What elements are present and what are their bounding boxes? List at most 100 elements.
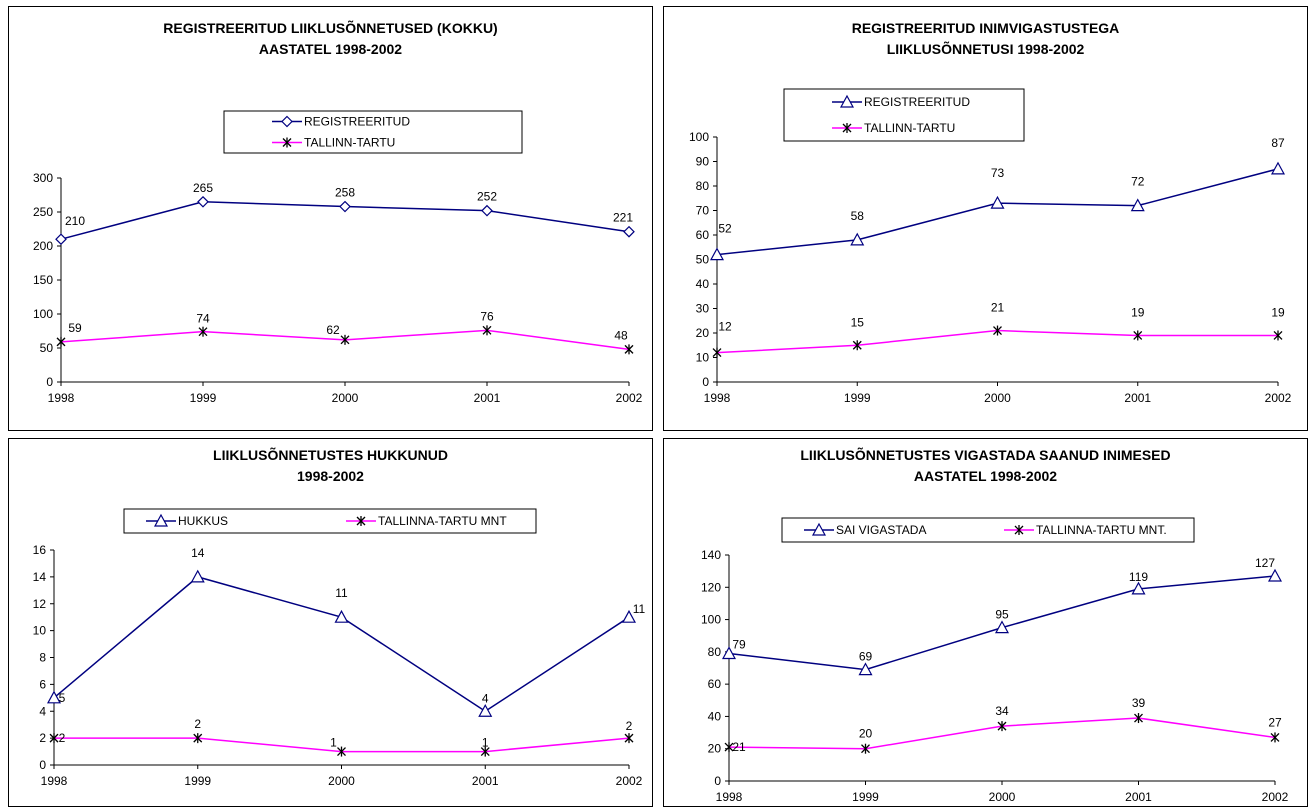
series-1: 210 265 258 252 221 bbox=[55, 181, 635, 246]
data-label: 19 bbox=[1271, 305, 1285, 319]
line-chart: LIIKLUSÕNNETUSTES HUKKUNUD1998-200202468… bbox=[33, 446, 646, 788]
data-label: 2 bbox=[626, 719, 633, 733]
y-tick-label: 40 bbox=[708, 709, 722, 723]
legend-item: TALLINNA-TARTU MNT. bbox=[1004, 523, 1167, 537]
data-point-marker bbox=[850, 232, 865, 246]
x-tick-label: 2002 bbox=[616, 391, 643, 405]
legend-item: REGISTREERITUD bbox=[272, 115, 410, 129]
data-point-marker bbox=[337, 746, 346, 757]
data-label: 76 bbox=[480, 309, 494, 323]
data-label: 27 bbox=[1268, 715, 1282, 729]
series-2: 21 20 34 39 27 bbox=[724, 696, 1282, 754]
legend-item: SAI VIGASTADA bbox=[804, 522, 926, 537]
legend-box bbox=[123, 508, 537, 534]
data-point-marker bbox=[997, 721, 1007, 732]
data-label: 11 bbox=[633, 602, 646, 616]
x-tick-label: 2002 bbox=[616, 774, 643, 788]
series-2: 59 74 62 76 48 bbox=[56, 309, 634, 355]
x-tick-label: 2001 bbox=[472, 774, 499, 788]
series-1: 79 69 95 119 127 bbox=[721, 556, 1283, 676]
data-label: 1 bbox=[330, 736, 337, 750]
legend-label: TALLINNA-TARTU MNT bbox=[378, 514, 507, 528]
legend: REGISTREERITUD TALLINN-TARTU bbox=[783, 88, 1025, 142]
data-point-marker bbox=[990, 195, 1005, 209]
chart-panel-registered-accidents: REGISTREERITUD LIIKLUSÕNNETUSED (KOKKU) A… bbox=[8, 6, 653, 431]
chart-title-line: LIIKLUSÕNNETUSI 1998-2002 bbox=[887, 40, 1085, 57]
chart-title-line: 1998-2002 bbox=[297, 468, 364, 484]
chart-panel-fatalities: LIIKLUSÕNNETUSTES HUKKUNUD 1998-2002 0 2 4 6 8… bbox=[8, 438, 653, 807]
y-tick-label: 120 bbox=[701, 580, 721, 594]
data-label: 221 bbox=[613, 211, 633, 225]
y-tick-label: 100 bbox=[701, 613, 721, 627]
data-point-marker bbox=[339, 200, 351, 213]
y-tick-label: 80 bbox=[708, 645, 722, 659]
y-tick-label: 16 bbox=[33, 543, 47, 557]
data-label: 21 bbox=[732, 740, 746, 754]
legend-marker bbox=[153, 513, 169, 527]
data-label: 119 bbox=[1129, 570, 1148, 584]
data-label: 79 bbox=[732, 637, 746, 651]
data-point-marker bbox=[861, 743, 870, 754]
y-tick-label: 250 bbox=[33, 205, 53, 219]
y-tick-label: 20 bbox=[708, 742, 722, 756]
data-label: 127 bbox=[1255, 556, 1275, 570]
data-label: 2 bbox=[194, 717, 201, 731]
data-label: 258 bbox=[335, 186, 355, 200]
legend-marker bbox=[356, 516, 366, 526]
data-label: 4 bbox=[482, 691, 489, 705]
series-2: 12 15 21 19 19 bbox=[712, 301, 1285, 358]
data-label: 87 bbox=[1271, 136, 1285, 150]
data-label: 58 bbox=[851, 209, 865, 223]
y-tick-label: 10 bbox=[696, 351, 710, 365]
data-label: 14 bbox=[191, 546, 205, 560]
x-tick-label: 1999 bbox=[184, 774, 211, 788]
series-1: 5 14 11 4 11 bbox=[46, 546, 646, 717]
data-point-marker bbox=[709, 247, 725, 261]
chart-panel-injury-accidents: REGISTREERITUD INIMVIGASTUSTEGA LIIKLUSÕN… bbox=[663, 6, 1308, 431]
data-point-marker bbox=[993, 325, 1002, 336]
y-tick-label: 80 bbox=[696, 179, 710, 193]
x-tick-label: 2002 bbox=[1262, 790, 1289, 804]
y-tick-label: 50 bbox=[696, 253, 710, 267]
y-tick-label: 0 bbox=[39, 758, 46, 772]
legend-label: HUKKUS bbox=[178, 514, 228, 528]
x-tick-label: 2000 bbox=[984, 391, 1011, 405]
data-point-marker bbox=[621, 609, 637, 623]
data-point-marker bbox=[193, 733, 203, 744]
data-label: 2 bbox=[59, 731, 66, 745]
y-tick-label: 50 bbox=[40, 341, 54, 355]
data-point-marker bbox=[197, 195, 209, 208]
y-tick-label: 6 bbox=[39, 677, 46, 691]
x-tick-label: 1999 bbox=[844, 391, 871, 405]
legend-label: TALLINN-TARTU bbox=[864, 121, 955, 135]
data-label: 95 bbox=[995, 608, 1009, 622]
chart-title-line: LIIKLUSÕNNETUSTES HUKKUNUD bbox=[213, 446, 448, 463]
data-label: 52 bbox=[718, 222, 732, 236]
x-tick-label: 1998 bbox=[704, 391, 731, 405]
data-point-marker bbox=[624, 344, 634, 355]
legend-item: TALLINNA-TARTU MNT bbox=[346, 514, 507, 528]
data-label: 1 bbox=[482, 736, 489, 750]
chart-title-line: REGISTREERITUD INIMVIGASTUSTEGA bbox=[852, 20, 1120, 36]
x-tick-label: 1998 bbox=[716, 790, 743, 804]
data-label: 59 bbox=[68, 321, 82, 335]
y-tick-label: 300 bbox=[33, 171, 53, 185]
y-tick-label: 90 bbox=[696, 155, 710, 169]
data-label: 5 bbox=[59, 691, 66, 705]
legend-marker bbox=[839, 94, 855, 108]
data-point-marker bbox=[1130, 198, 1145, 212]
legend-marker bbox=[1014, 525, 1024, 535]
data-point-marker bbox=[724, 742, 734, 753]
data-label: 19 bbox=[1131, 305, 1145, 319]
series-1: 52 58 73 72 87 bbox=[709, 136, 1286, 261]
data-label: 15 bbox=[851, 315, 865, 329]
y-tick-label: 40 bbox=[696, 277, 710, 291]
legend-marker bbox=[281, 115, 293, 128]
data-point-marker bbox=[56, 336, 66, 347]
legend-label: TALLINNA-TARTU MNT. bbox=[1036, 523, 1167, 537]
data-point-marker bbox=[1133, 330, 1143, 341]
data-point-marker bbox=[1131, 581, 1146, 595]
data-point-marker bbox=[623, 225, 635, 238]
y-tick-label: 150 bbox=[33, 273, 53, 287]
chart-title-line: AASTATEL 1998-2002 bbox=[914, 468, 1057, 484]
